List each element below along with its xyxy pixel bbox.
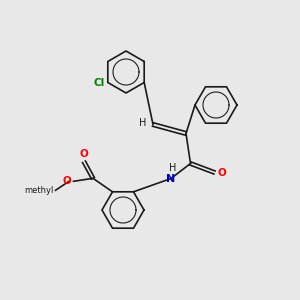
Text: Cl: Cl [94,77,105,88]
Text: O: O [218,167,226,178]
Text: N: N [167,173,176,184]
Text: O: O [62,176,71,186]
Text: H: H [139,118,146,128]
Text: methyl: methyl [25,186,54,195]
Text: H: H [169,164,177,173]
Text: O: O [80,149,88,159]
